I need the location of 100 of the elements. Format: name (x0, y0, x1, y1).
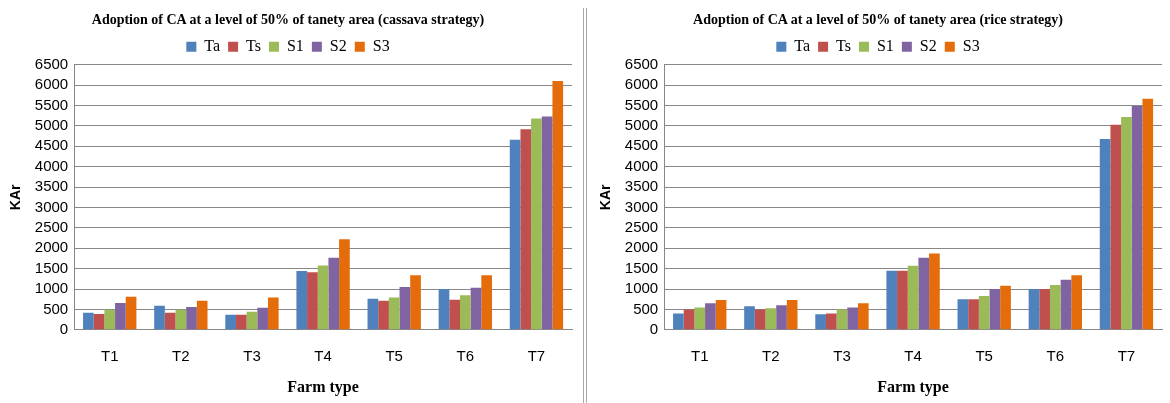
bar (367, 298, 379, 330)
y-tick-label: 3500 (34, 177, 69, 195)
y-tick-label: 6500 (34, 54, 69, 72)
chart-title: Adoption of CA at a level of 50% of tanety area (cassava strategy) (91, 12, 485, 29)
bar (1060, 279, 1072, 330)
bar (388, 297, 400, 330)
bar (186, 306, 197, 330)
bar (410, 275, 421, 330)
bar (1028, 289, 1040, 330)
bar (541, 116, 553, 330)
x-tick-label: T1 (690, 346, 709, 364)
bar (694, 307, 706, 330)
bar (378, 300, 389, 330)
bar (1039, 289, 1050, 330)
y-tick-label: 1500 (624, 258, 659, 276)
bar (857, 303, 869, 330)
x-tick-label: T1 (100, 346, 119, 364)
y-tick-label: 5500 (624, 95, 659, 113)
y-tick-label: 2000 (624, 238, 659, 256)
y-tick-label: 4000 (34, 156, 69, 174)
bar (459, 295, 471, 330)
chart-title: Adoption of CA at a level of 50% of tanety area (rice strategy) (693, 12, 1064, 29)
bar (83, 312, 94, 330)
bar (257, 307, 268, 330)
bar (815, 314, 826, 330)
legend-label: Ta (794, 37, 811, 54)
y-tick-label: 2500 (624, 218, 659, 236)
bar (175, 309, 187, 330)
y-tick-label: 1500 (34, 258, 69, 276)
legend-label: S2 (919, 37, 937, 54)
y-tick-label: 4500 (34, 136, 69, 154)
bar (235, 314, 247, 330)
bar (705, 303, 716, 330)
bar (1110, 124, 1122, 330)
bar (196, 300, 208, 330)
bar (765, 308, 777, 330)
y-tick-label: 6000 (34, 75, 69, 93)
y-tick-label: 0 (59, 319, 69, 337)
y-tick-label: 6000 (624, 75, 659, 93)
legend-label: S3 (372, 37, 390, 54)
y-tick-label: 4500 (624, 136, 659, 154)
y-tick-label: 3000 (624, 197, 659, 215)
bar (104, 309, 116, 330)
bar (399, 286, 411, 330)
bar (836, 309, 848, 330)
y-tick-label: 4000 (624, 156, 659, 174)
bar (776, 305, 787, 330)
bar (93, 313, 105, 330)
bar (989, 289, 1001, 330)
y-tick-label: 500 (43, 299, 69, 317)
bar (552, 81, 564, 330)
y-tick-label: 0 (649, 319, 659, 337)
bar (449, 299, 460, 330)
x-tick-label: T6 (456, 346, 475, 364)
bar (438, 289, 450, 330)
bar (957, 299, 969, 330)
x-tick-label: T7 (1117, 346, 1136, 364)
x-tick-label: T6 (1046, 346, 1065, 364)
y-axis-title: KAr (7, 183, 24, 211)
legend-label: S1 (876, 37, 894, 54)
bar (918, 257, 930, 330)
bar (886, 270, 898, 330)
y-tick-label: 500 (633, 299, 659, 317)
legend-label: S3 (962, 37, 980, 54)
x-tick-label: T4 (904, 346, 922, 364)
bar (715, 300, 727, 330)
bar (470, 287, 482, 330)
bar (267, 297, 279, 330)
bar (1142, 98, 1154, 330)
y-tick-label: 5000 (624, 116, 659, 134)
y-tick-label: 1000 (624, 279, 659, 297)
bar (978, 295, 990, 330)
legend-label: Ts (836, 37, 851, 54)
legend-label: S1 (286, 37, 304, 54)
bar (1099, 139, 1111, 330)
y-tick-label: 5500 (34, 95, 69, 113)
bar (328, 257, 340, 330)
bar (509, 139, 521, 330)
bar (897, 270, 908, 330)
legend-label: Ta (204, 37, 221, 54)
bar (531, 118, 542, 330)
x-tick-label: T5 (385, 346, 403, 364)
bar (339, 239, 350, 330)
bar (317, 265, 329, 330)
x-tick-label: T2 (172, 346, 190, 364)
y-tick-label: 2500 (34, 218, 69, 236)
y-tick-label: 5000 (34, 116, 69, 134)
bar (125, 296, 137, 330)
bar (683, 309, 695, 330)
bar (968, 299, 979, 330)
bar (744, 306, 755, 330)
x-tick-label: T5 (975, 346, 993, 364)
bar (1121, 116, 1132, 330)
bar (1131, 105, 1143, 330)
bar (225, 314, 236, 330)
x-axis-title: Farm type (877, 377, 949, 396)
bar (154, 305, 165, 330)
bar (246, 311, 258, 330)
bar (296, 271, 308, 330)
bar (907, 265, 919, 330)
